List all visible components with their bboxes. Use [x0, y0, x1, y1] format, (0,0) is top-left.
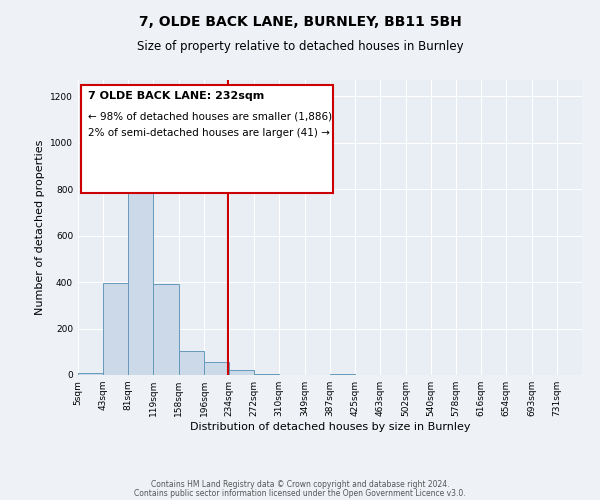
Text: Size of property relative to detached houses in Burnley: Size of property relative to detached ho…	[137, 40, 463, 53]
Text: Contains HM Land Registry data © Crown copyright and database right 2024.: Contains HM Land Registry data © Crown c…	[151, 480, 449, 489]
Bar	[204, 362, 229, 375]
Bar	[78, 372, 103, 375]
Y-axis label: Number of detached properties: Number of detached properties	[35, 140, 44, 315]
X-axis label: Distribution of detached houses by size in Burnley: Distribution of detached houses by size …	[190, 422, 470, 432]
Text: Contains public sector information licensed under the Open Government Licence v3: Contains public sector information licen…	[134, 488, 466, 498]
Bar	[254, 374, 279, 375]
Bar	[229, 370, 254, 375]
Bar	[179, 350, 204, 375]
Bar	[128, 154, 153, 375]
Bar	[330, 374, 355, 375]
Text: 2% of semi-detached houses are larger (41) →: 2% of semi-detached houses are larger (4…	[88, 128, 330, 138]
Text: 7, OLDE BACK LANE, BURNLEY, BB11 5BH: 7, OLDE BACK LANE, BURNLEY, BB11 5BH	[139, 15, 461, 29]
Bar	[153, 284, 179, 375]
Bar	[103, 283, 128, 375]
Text: ← 98% of detached houses are smaller (1,886): ← 98% of detached houses are smaller (1,…	[88, 111, 332, 121]
Text: 7 OLDE BACK LANE: 232sqm: 7 OLDE BACK LANE: 232sqm	[88, 91, 265, 101]
